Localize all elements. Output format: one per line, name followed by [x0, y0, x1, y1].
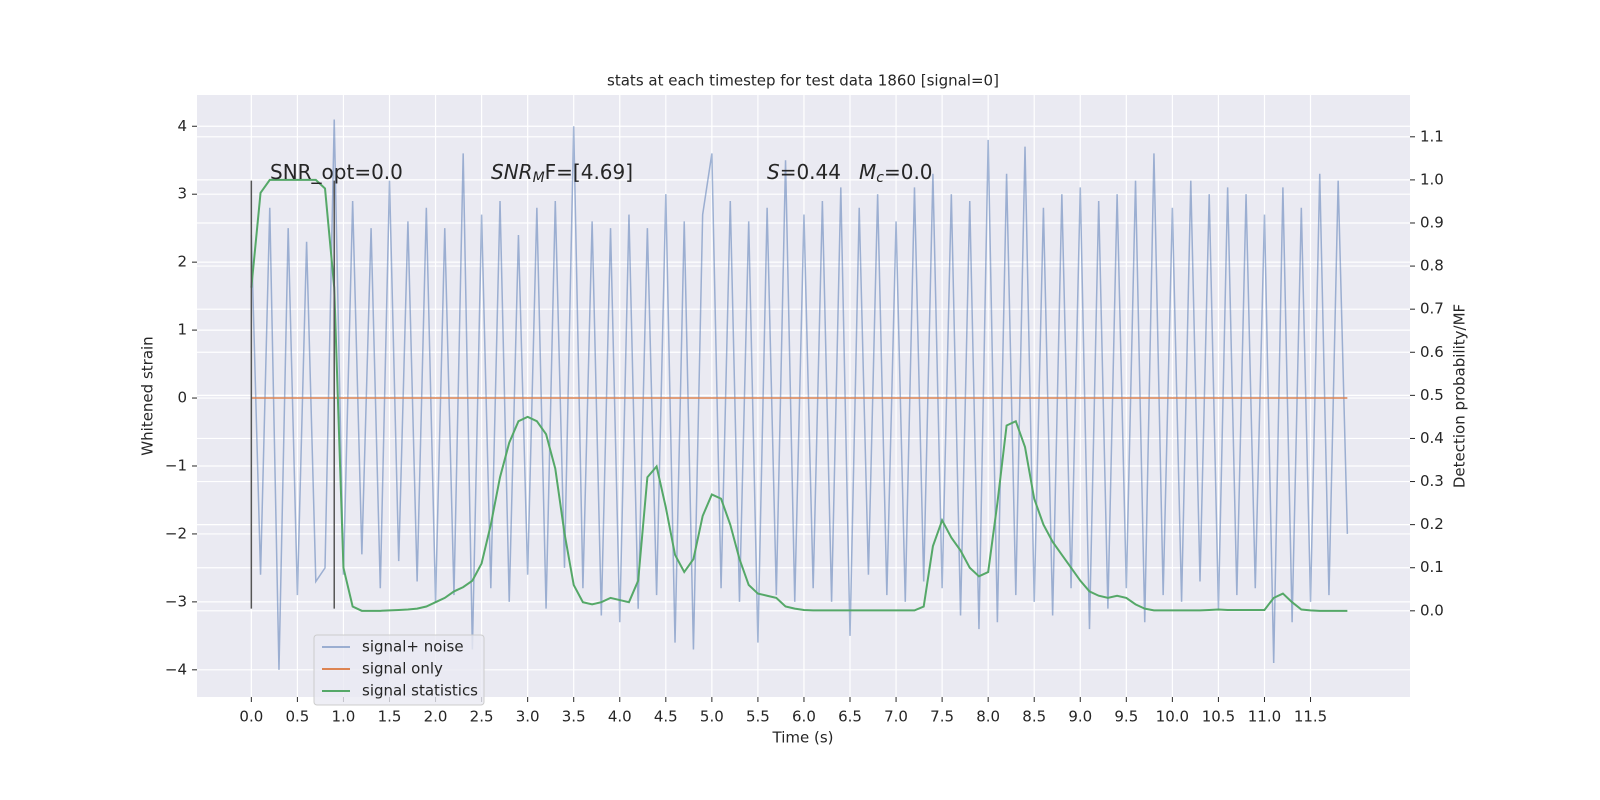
x-tick-label: 9.5	[1114, 708, 1138, 726]
y2-axis-label: Detection probability/MF	[1451, 304, 1469, 488]
x-tick-label: 10.0	[1156, 708, 1189, 726]
y-axis-label: Whitened strain	[139, 336, 157, 455]
annotation-part: =0.44	[780, 160, 841, 184]
legend-label: signal only	[362, 660, 443, 678]
annotation: SNRMF=[4.69]	[491, 160, 633, 187]
x-tick-label: 11.0	[1248, 708, 1281, 726]
y-tick-label: 3	[177, 185, 187, 203]
y-tick-label: −1	[165, 456, 187, 474]
x-tick-label: 0.0	[239, 708, 263, 726]
y-tick-label: 4	[177, 117, 187, 135]
x-tick-label: 2.0	[424, 708, 448, 726]
y2-tick-label: 0.1	[1420, 558, 1444, 576]
legend-label: signal statistics	[362, 682, 478, 700]
x-tick-label: 2.5	[470, 708, 494, 726]
x-tick-label: 10.5	[1202, 708, 1235, 726]
series-line	[250, 178, 1348, 612]
y2-tick-label: 0.5	[1420, 386, 1444, 404]
x-tick-label: 5.5	[746, 708, 770, 726]
x-axis-label: Time (s)	[772, 729, 834, 747]
x-tick-label: 9.0	[1068, 708, 1092, 726]
x-tick-label: 4.5	[654, 708, 678, 726]
chart-title: stats at each timestep for test data 186…	[607, 72, 999, 90]
y2-tick-label: 0.8	[1420, 257, 1444, 275]
x-tick-label: 7.0	[884, 708, 908, 726]
y2-tick-label: 0.9	[1420, 213, 1444, 231]
x-tick-label: 4.0	[608, 708, 632, 726]
x-tick-label: 11.5	[1294, 708, 1327, 726]
y2-tick-label: 0.3	[1420, 472, 1444, 490]
series-line	[250, 119, 1349, 670]
x-tick-label: 5.0	[700, 708, 724, 726]
y2-tick-label: 0.6	[1420, 343, 1444, 361]
x-tick-label: 6.5	[838, 708, 862, 726]
y-tick-label: 2	[177, 253, 187, 271]
annotation-part: SNR	[491, 160, 533, 184]
annotation: SNR_opt=0.0	[270, 160, 403, 184]
y2-tick-label: 0.2	[1420, 515, 1444, 533]
y-tick-label: −3	[165, 592, 187, 610]
y-tick-label: 1	[177, 321, 187, 339]
y-tick-label: −2	[165, 524, 187, 542]
annotation-part: F=[4.69]	[545, 160, 633, 184]
y-tick-label: 0	[177, 389, 187, 407]
annotation-part: S	[767, 160, 780, 184]
annotation-part: =0.0	[884, 160, 933, 184]
x-tick-label: 1.0	[332, 708, 356, 726]
x-tick-label: 1.5	[378, 708, 402, 726]
annotation-part: c	[876, 170, 884, 186]
y2-tick-label: 0.7	[1420, 300, 1444, 318]
y-tick-label: −4	[165, 660, 187, 678]
x-tick-label: 7.5	[930, 708, 954, 726]
y2-tick-label: 0.4	[1420, 429, 1444, 447]
x-tick-label: 3.5	[562, 708, 586, 726]
y2-tick-label: 0.0	[1420, 601, 1444, 619]
y2-tick-label: 1.0	[1420, 170, 1444, 188]
annotation-part: M	[859, 160, 876, 184]
legend-label: signal+ noise	[362, 638, 464, 656]
x-tick-label: 0.5	[285, 708, 309, 726]
legend-box	[313, 634, 485, 706]
annotation-part: SNR_opt=0.0	[270, 160, 403, 184]
x-tick-label: 6.0	[792, 708, 816, 726]
annotation: S=0.44	[767, 160, 841, 184]
annotation: Mc=0.0	[859, 160, 933, 187]
y2-tick-label: 1.1	[1420, 127, 1444, 145]
x-tick-label: 8.5	[1022, 708, 1046, 726]
x-tick-label: 3.0	[516, 708, 540, 726]
x-tick-label: 8.0	[976, 708, 1000, 726]
annotation-part: M	[533, 170, 545, 186]
